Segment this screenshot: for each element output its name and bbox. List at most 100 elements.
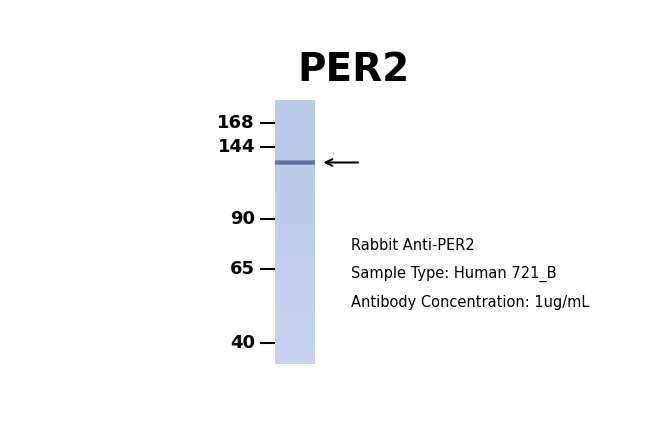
Bar <box>275 125 315 126</box>
Bar <box>275 197 315 198</box>
Bar <box>275 299 315 300</box>
Bar <box>275 237 315 238</box>
Bar <box>275 352 315 353</box>
Text: 65: 65 <box>230 260 255 278</box>
Bar <box>275 331 315 332</box>
Bar <box>275 363 315 364</box>
Bar <box>275 192 315 193</box>
Bar <box>275 335 315 336</box>
Bar <box>275 131 315 132</box>
Bar <box>275 325 315 326</box>
Bar <box>275 196 315 197</box>
Bar <box>275 321 315 322</box>
Bar <box>275 279 315 280</box>
Bar <box>275 145 315 146</box>
Bar <box>275 201 315 202</box>
Bar <box>275 242 315 243</box>
Bar <box>275 236 315 237</box>
Bar <box>275 327 315 328</box>
Bar <box>275 162 315 163</box>
Bar <box>275 227 315 228</box>
Bar <box>275 206 315 207</box>
Bar <box>275 238 315 239</box>
Text: PER2: PER2 <box>297 51 410 89</box>
Bar <box>275 284 315 285</box>
Bar <box>275 184 315 185</box>
Bar <box>275 334 315 335</box>
Bar <box>275 358 315 359</box>
Bar <box>275 275 315 276</box>
Bar <box>275 332 315 333</box>
Bar <box>275 234 315 235</box>
Text: Antibody Concentration: 1ug/mL: Antibody Concentration: 1ug/mL <box>351 294 589 310</box>
Bar <box>275 133 315 134</box>
Bar <box>275 115 315 116</box>
Bar <box>275 247 315 248</box>
Bar <box>275 177 315 178</box>
Bar <box>275 114 315 115</box>
Bar <box>275 200 315 201</box>
Bar <box>275 359 315 360</box>
Bar <box>275 112 315 113</box>
Bar <box>275 126 315 128</box>
Bar <box>275 346 315 347</box>
Bar <box>275 240 315 241</box>
Bar <box>275 106 315 107</box>
Bar <box>275 260 315 261</box>
Bar <box>275 129 315 130</box>
Bar <box>275 209 315 210</box>
Bar <box>275 216 315 217</box>
Bar <box>275 290 315 291</box>
Bar <box>275 147 315 148</box>
Bar <box>275 317 315 318</box>
Bar <box>275 304 315 305</box>
Text: Sample Type: Human 721_B: Sample Type: Human 721_B <box>351 265 556 282</box>
Bar <box>275 153 315 154</box>
Bar <box>275 175 315 176</box>
Text: 90: 90 <box>230 210 255 228</box>
Bar <box>275 151 315 152</box>
Bar <box>275 164 315 165</box>
Bar <box>275 212 315 213</box>
Bar <box>275 180 315 181</box>
Bar <box>275 311 315 312</box>
Bar <box>275 302 315 303</box>
Bar <box>275 245 315 246</box>
Bar <box>275 150 315 151</box>
Bar <box>275 255 315 256</box>
Bar <box>275 278 315 279</box>
Bar <box>275 172 315 173</box>
Bar <box>275 128 315 129</box>
Bar <box>275 225 315 226</box>
Bar <box>275 134 315 135</box>
Bar <box>275 273 315 274</box>
Bar <box>275 101 315 102</box>
Bar <box>275 333 315 334</box>
Bar <box>275 281 315 282</box>
Bar <box>275 124 315 125</box>
Bar <box>275 314 315 315</box>
Bar <box>275 105 315 106</box>
Bar <box>275 285 315 287</box>
Bar <box>275 349 315 350</box>
Bar <box>275 158 315 159</box>
Bar <box>275 297 315 298</box>
Bar <box>275 154 315 155</box>
Bar <box>275 361 315 362</box>
Bar <box>275 161 315 162</box>
Bar <box>275 272 315 273</box>
Bar <box>275 108 315 109</box>
Bar <box>275 252 315 253</box>
Bar <box>275 149 315 150</box>
Bar <box>275 336 315 337</box>
Bar <box>275 165 315 166</box>
Bar <box>275 353 315 354</box>
Bar <box>275 289 315 290</box>
Bar <box>275 159 315 160</box>
Bar <box>275 103 315 104</box>
Bar <box>275 259 315 260</box>
Bar <box>275 360 315 361</box>
Bar <box>275 122 315 123</box>
Bar <box>275 221 315 222</box>
Bar <box>275 322 315 323</box>
